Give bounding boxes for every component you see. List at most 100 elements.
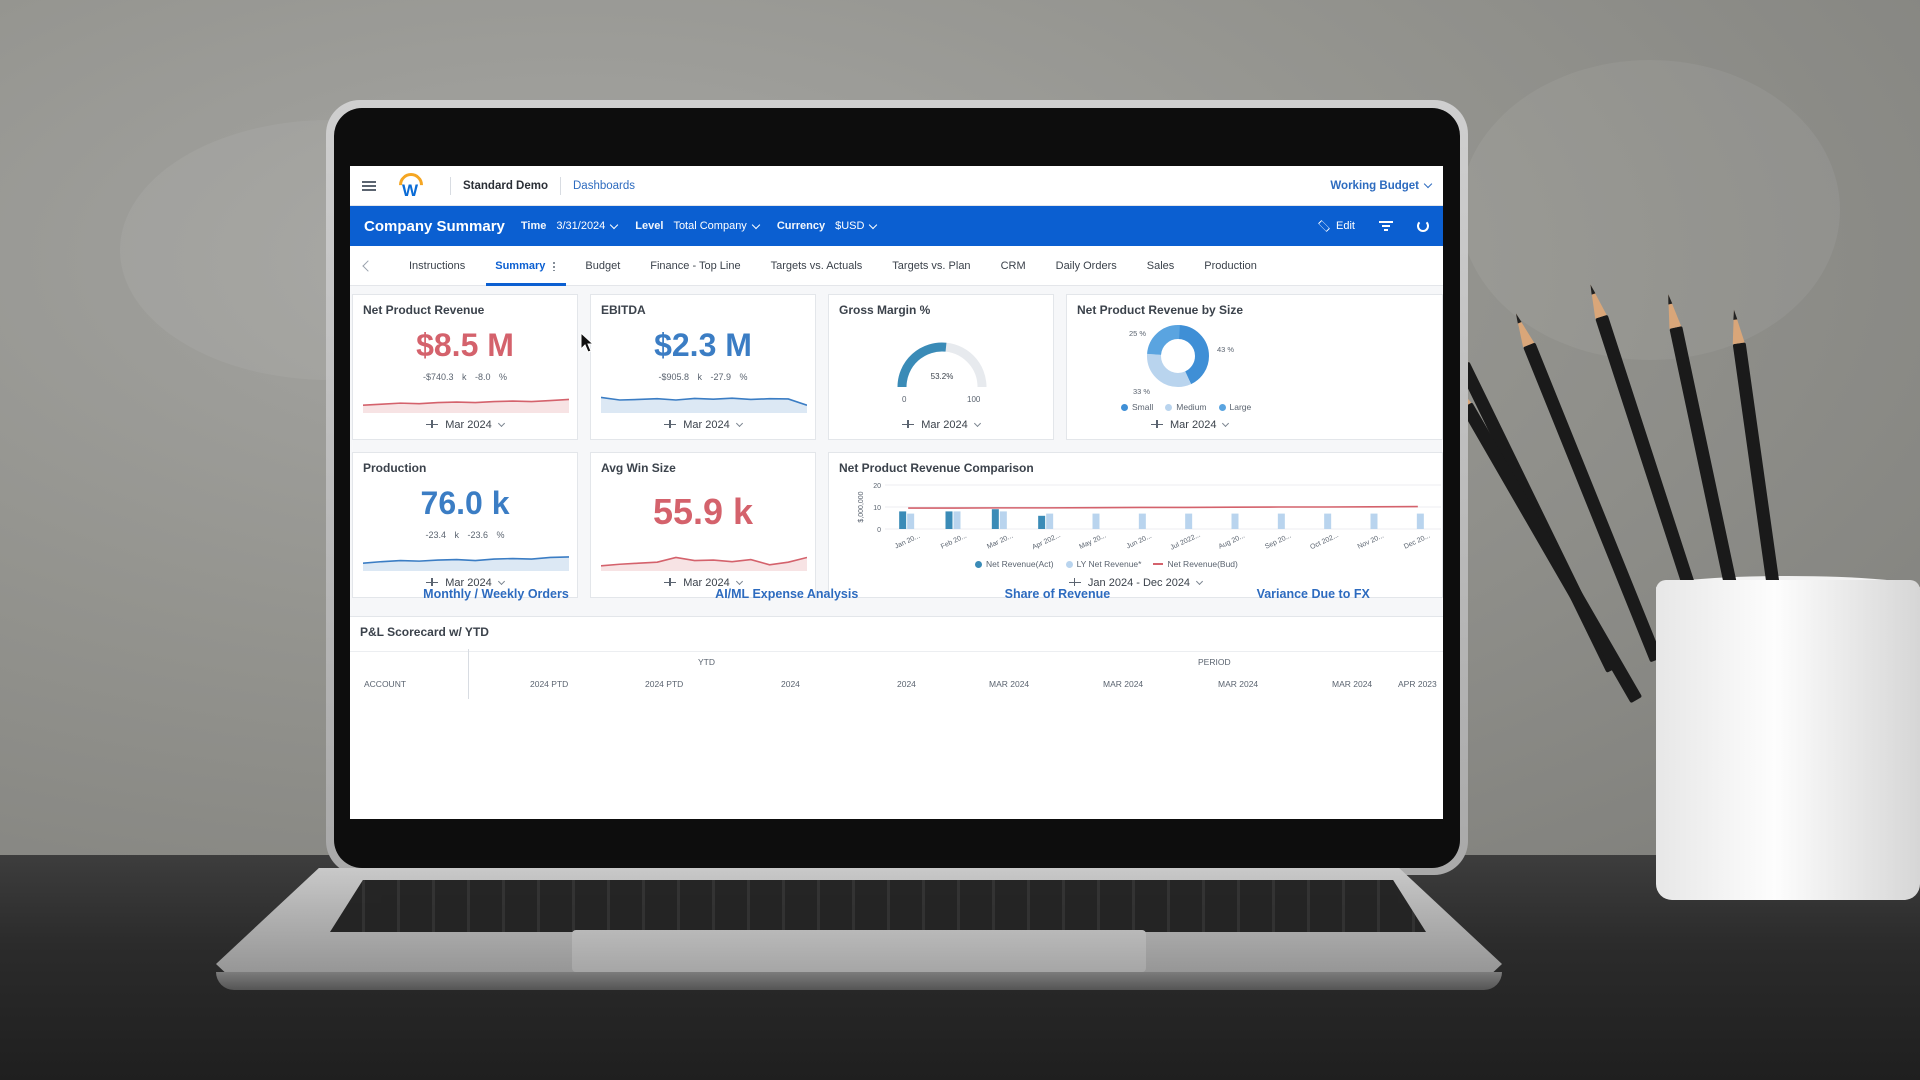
column-header[interactable]: 2024 PTD [530, 679, 569, 689]
tab-summary[interactable]: Summary [480, 246, 570, 286]
workday-logo-icon[interactable]: W [394, 167, 428, 202]
tab-production[interactable]: Production [1189, 246, 1272, 286]
x-tick-label: Jan 20... [894, 533, 921, 551]
column-header[interactable]: 2024 [781, 679, 800, 689]
x-tick-label: Jun 20... [1126, 533, 1153, 551]
x-tick-label: Nov 20... [1357, 533, 1385, 551]
tab-label: Sales [1146, 259, 1175, 272]
more-options-icon[interactable] [553, 260, 556, 271]
x-tick-label: Sep 20... [1264, 533, 1292, 551]
group-header-ytd: YTD [698, 657, 715, 667]
pencil-icon [1318, 220, 1330, 232]
sparkline [363, 556, 569, 571]
x-tick-label: Oct 202... [1309, 532, 1340, 551]
legend-label: LY Net Revenue* [1076, 559, 1142, 569]
column-header[interactable]: APR 2023 [1398, 679, 1437, 689]
tab-targets-vs-plan[interactable]: Targets vs. Plan [877, 246, 985, 286]
period-selector[interactable]: Mar 2024 [829, 419, 1053, 431]
chevron-down-icon [1222, 419, 1230, 428]
column-header[interactable]: 2024 PTD [645, 679, 684, 689]
gauge-min: 0 [902, 395, 907, 404]
tab-budget[interactable]: Budget [570, 246, 635, 286]
chevron-left-icon[interactable] [362, 259, 374, 272]
time-filter[interactable]: 3/31/2024 [556, 220, 619, 232]
time-value: 3/31/2024 [556, 220, 606, 232]
laptop-trackpad [572, 930, 1146, 972]
chevron-down-icon [1423, 179, 1433, 189]
tab-finance-top-line[interactable]: Finance - Top Line [635, 246, 755, 286]
refresh-button[interactable] [1417, 220, 1429, 232]
filter-label-currency: Currency [776, 220, 826, 232]
tab-crm[interactable]: CRM [986, 246, 1041, 286]
tab-label: Production [1204, 259, 1257, 272]
column-header[interactable]: MAR 2024 [989, 679, 1030, 689]
bar-last-year [907, 513, 915, 529]
column-header[interactable]: ACCOUNT [364, 679, 407, 689]
breadcrumb-dashboards[interactable]: Dashboards [573, 179, 636, 192]
period-selector[interactable]: Mar 2024 [591, 419, 815, 431]
card-revenue-comparison[interactable]: Net Product Revenue Comparison $,000,000… [828, 452, 1443, 598]
edit-label: Edit [1336, 220, 1355, 232]
tab-daily-orders[interactable]: Daily Orders [1041, 246, 1132, 286]
currency-filter[interactable]: $USD [835, 220, 878, 232]
level-filter[interactable]: Total Company [673, 220, 761, 232]
donut-slice-large [1147, 325, 1209, 387]
tab-targets-vs-actuals[interactable]: Targets vs. Actuals [756, 246, 878, 286]
column-header[interactable]: 2024 [897, 679, 916, 689]
slice-label-small: 43 % [1217, 345, 1235, 354]
sparkline [601, 556, 807, 571]
tab-label: Finance - Top Line [650, 259, 741, 272]
column-header[interactable]: MAR 2024 [1218, 679, 1259, 689]
legend-item: Medium [1165, 402, 1207, 412]
legend-dot [1165, 403, 1173, 411]
divider [468, 649, 469, 699]
card-production[interactable]: Production 76.0 k -23.4 k -23.6 % Mar 20… [352, 452, 578, 598]
currency-value: $USD [835, 220, 865, 232]
level-value: Total Company [673, 220, 747, 232]
card-avg-win-size[interactable]: Avg Win Size 55.9 k Mar 2024 [590, 452, 816, 598]
link-ai-ml-expense-analysis[interactable]: AI/ML Expense Analysis [715, 587, 859, 601]
legend-dot [1065, 560, 1073, 568]
legend-line [1153, 563, 1164, 565]
kpi-value: 76.0 k [420, 485, 510, 521]
period-selector[interactable]: Mar 2024 [1067, 419, 1442, 431]
top-nav-bar: W Standard Demo Dashboards Working Budge… [350, 166, 1443, 206]
period-label: Mar 2024 [1170, 419, 1217, 431]
link-variance-due-to-fx[interactable]: Variance Due to FX [1256, 587, 1370, 601]
legend-item: Net Revenue(Act) [975, 559, 1054, 569]
pin-icon [902, 420, 915, 430]
period-selector[interactable]: Mar 2024 [353, 577, 577, 589]
card-net-product-revenue[interactable]: Net Product Revenue $8.5 M -$740.3 k -8.… [352, 294, 578, 440]
column-header[interactable]: MAR 2024 [1103, 679, 1144, 689]
legend-label: Small [1132, 402, 1154, 412]
tab-instructions[interactable]: Instructions [394, 246, 480, 286]
tab-sales[interactable]: Sales [1132, 246, 1190, 286]
budget-selector[interactable]: Working Budget [1330, 179, 1433, 192]
delta-pct: -27.9 % [710, 372, 748, 382]
bar-last-year [1046, 513, 1054, 529]
card-revenue-by-size[interactable]: Net Product Revenue by Size 25 % 43 % 33… [1066, 294, 1443, 440]
gauge-fill [897, 342, 947, 388]
legend-label: Net Revenue(Bud) [1167, 559, 1238, 569]
delta-abs: -$740.3 k [422, 372, 467, 382]
period-selector[interactable]: Mar 2024 [591, 577, 815, 589]
card-title: Net Product Revenue [363, 303, 485, 317]
gauge-max: 100 [967, 395, 981, 404]
link-share-of-revenue[interactable]: Share of Revenue [1004, 587, 1111, 601]
chevron-down-icon [497, 419, 505, 428]
pl-scorecard: P&L Scorecard w/ YTD YTD PERIOD ACCOUNT … [350, 616, 1443, 819]
pin-icon [664, 578, 677, 588]
period-selector[interactable]: Jan 2024 - Dec 2024 [829, 577, 1442, 589]
pin-icon [664, 420, 677, 430]
filter-button[interactable] [1379, 221, 1393, 231]
period-selector[interactable]: Mar 2024 [353, 419, 577, 431]
card-gross-margin[interactable]: Gross Margin % 53.2% 0 100 Mar 2024 [828, 294, 1054, 440]
tab-label: Budget [585, 259, 621, 272]
link-monthly-weekly-orders[interactable]: Monthly / Weekly Orders [423, 587, 569, 601]
legend-item: Net Revenue(Bud) [1153, 559, 1238, 569]
budget-line [908, 505, 1418, 509]
menu-icon[interactable] [362, 180, 376, 191]
card-ebitda[interactable]: EBITDA $2.3 M -$905.8 k -27.9 % Mar 2024 [590, 294, 816, 440]
edit-button[interactable]: Edit [1318, 220, 1355, 232]
column-header[interactable]: MAR 2024 [1332, 679, 1373, 689]
